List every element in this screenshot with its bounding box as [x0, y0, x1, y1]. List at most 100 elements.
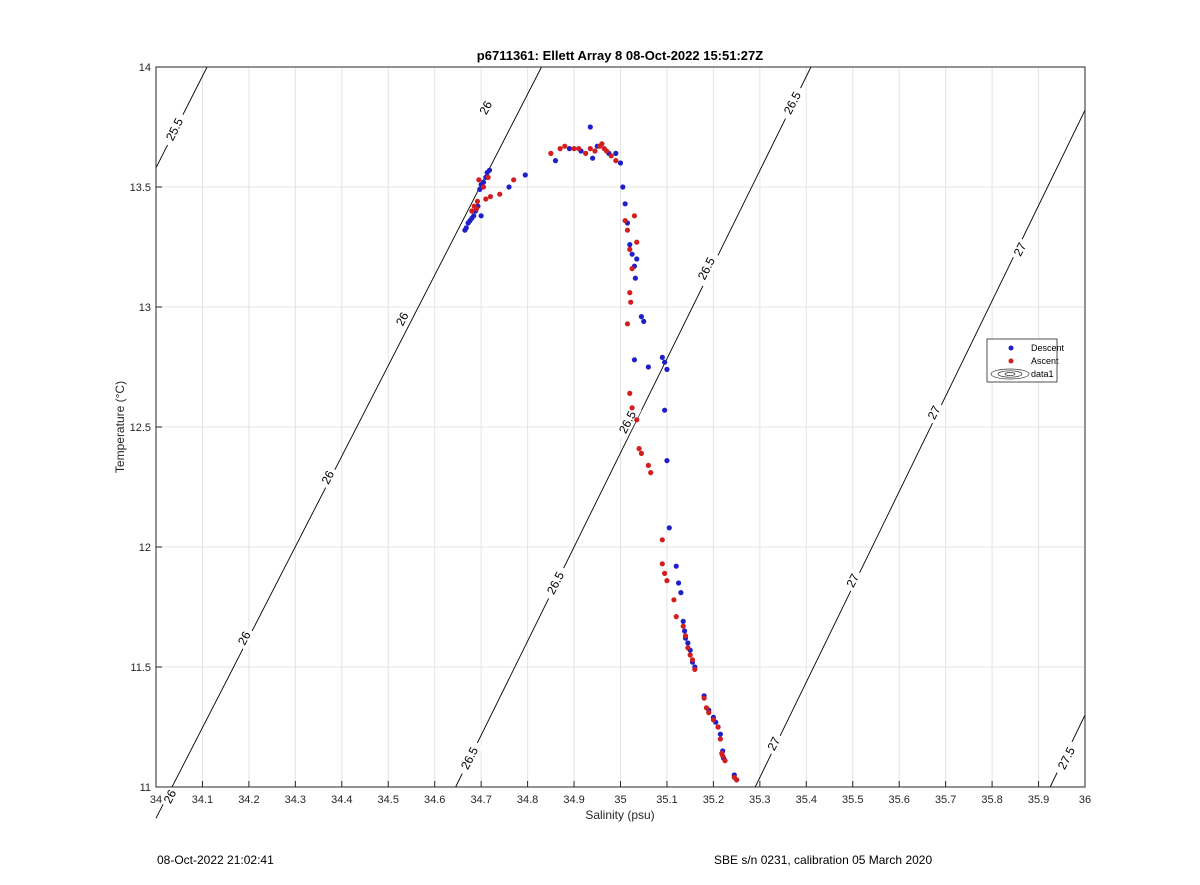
ascent-point	[689, 657, 696, 663]
footer-timestamp: 08-Oct-2022 21:02:41	[157, 853, 274, 867]
contour-label: 27	[923, 400, 945, 425]
descent-point	[641, 318, 647, 324]
descent-point	[675, 580, 682, 586]
descent-point	[632, 275, 638, 281]
descent-point	[477, 186, 483, 192]
legend-ascent-marker	[1008, 358, 1014, 364]
x-tick-label: 35.6	[888, 794, 909, 806]
y-tick-label: 13.5	[130, 182, 151, 194]
descent-point	[685, 640, 691, 646]
svg-text:27: 27	[765, 734, 784, 753]
ascent-point	[628, 299, 634, 305]
descent-point	[522, 172, 528, 178]
descent-point	[627, 242, 633, 248]
y-tick-label: 14	[139, 62, 151, 74]
ascent-point	[664, 578, 670, 584]
data-points	[462, 124, 740, 783]
descent-point	[506, 184, 512, 190]
descent-point	[486, 167, 493, 173]
ascent-point	[648, 470, 654, 476]
descent-point	[662, 407, 668, 413]
x-tick-label: 34.2	[238, 794, 259, 806]
x-tick-label: 36	[1079, 794, 1091, 806]
descent-point	[478, 213, 484, 219]
descent-point	[662, 359, 668, 365]
descent-point	[463, 225, 469, 231]
ascent-point	[680, 623, 686, 629]
legend-descent-label: Descent	[1031, 343, 1065, 353]
y-tick-label: 11	[140, 782, 151, 794]
contour-label: 27	[1009, 237, 1031, 262]
ascent-point	[638, 450, 645, 456]
y-axis-label: Temperature (°C)	[113, 381, 127, 473]
ascent-point	[687, 652, 693, 658]
x-axis-label: Salinity (psu)	[585, 808, 654, 822]
ascent-point	[622, 218, 628, 224]
descent-point	[659, 354, 665, 360]
ascent-point	[703, 705, 710, 711]
ascent-point	[720, 753, 726, 759]
x-tick-label: 35.2	[703, 794, 724, 806]
contour-label: 26	[391, 306, 413, 332]
legend-descent-marker	[1008, 345, 1014, 351]
descent-point	[664, 366, 670, 372]
descent-point	[566, 146, 573, 152]
ascent-point	[685, 645, 691, 651]
ascent-point	[587, 146, 593, 152]
ascent-point	[476, 177, 482, 183]
descent-point	[680, 618, 686, 625]
x-tick-label: 34.1	[192, 794, 213, 806]
descent-point	[664, 458, 670, 464]
descent-point	[620, 184, 626, 190]
ascent-point	[722, 758, 728, 764]
descent-point	[717, 731, 723, 737]
legend: Descent Ascent data1	[986, 338, 1065, 383]
ascent-point	[673, 614, 679, 620]
contour-label: 26	[317, 465, 339, 490]
ascent-point	[717, 736, 723, 742]
ascent-point	[483, 196, 489, 202]
x-tick-label: 34.8	[517, 794, 538, 806]
descent-point	[629, 251, 635, 257]
x-tick-label: 35.8	[981, 794, 1002, 806]
svg-text:27: 27	[1011, 240, 1030, 259]
ascent-point	[629, 405, 635, 411]
ascent-point	[624, 227, 631, 233]
svg-text:27: 27	[925, 403, 944, 422]
svg-text:26: 26	[393, 310, 412, 329]
x-tick-label: 34.6	[424, 794, 445, 806]
ascent-point	[592, 148, 598, 154]
descent-point	[480, 179, 487, 185]
descent-point	[471, 213, 477, 219]
ascent-point	[634, 239, 640, 245]
ascent-point	[469, 208, 475, 214]
ascent-point	[497, 191, 503, 197]
legend-contour-icon	[990, 368, 1030, 380]
ascent-point	[671, 597, 677, 603]
isopycnal-contours	[155, 66, 1086, 819]
chart-title: p6711361: Ellett Array 8 08-Oct-2022 15:…	[477, 48, 763, 63]
descent-point	[666, 525, 672, 531]
ascent-point	[662, 570, 668, 577]
ascent-point	[734, 777, 740, 783]
legend-ascent-label: Ascent	[1031, 356, 1059, 366]
svg-text:27: 27	[843, 571, 862, 590]
ascent-point	[692, 666, 698, 673]
x-tick-label: 35.3	[749, 794, 770, 806]
ascent-point	[631, 213, 638, 219]
ascent-point	[636, 446, 642, 452]
x-tick-label: 34.9	[563, 794, 584, 806]
x-tick-label: 35	[614, 794, 626, 806]
descent-point	[678, 590, 684, 596]
descent-point	[638, 314, 645, 320]
ascent-point	[562, 143, 568, 149]
descent-point	[613, 150, 619, 156]
ascent-point	[682, 633, 689, 639]
ascent-point	[599, 141, 605, 147]
x-tick-label: 35.9	[1028, 794, 1049, 806]
ascent-point	[634, 417, 640, 423]
ascent-point	[710, 717, 717, 723]
y-tick-label: 12.5	[130, 422, 151, 434]
descent-point	[587, 124, 593, 130]
descent-point	[634, 256, 640, 262]
